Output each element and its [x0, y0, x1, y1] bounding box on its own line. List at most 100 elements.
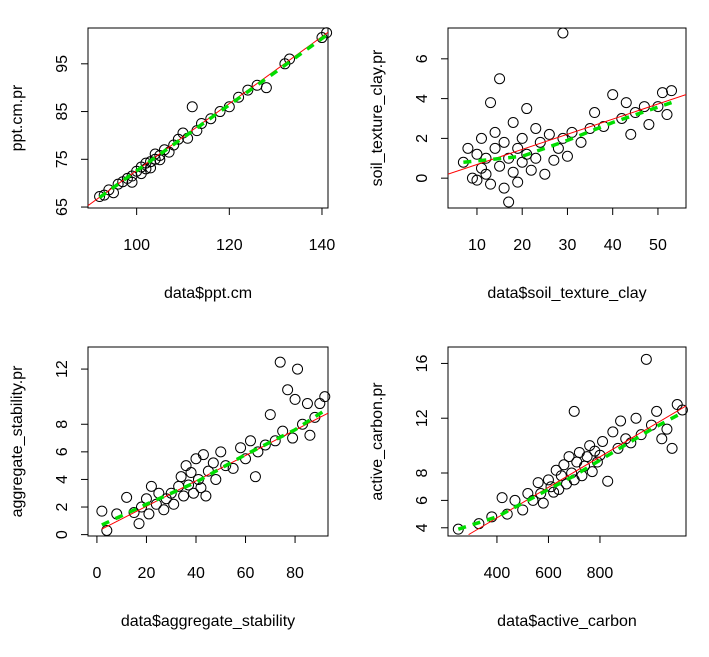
point: [133, 518, 145, 530]
x-tick-label: 0: [92, 565, 101, 582]
point: [475, 132, 487, 144]
x-tick-label: 30: [559, 237, 577, 254]
y-tick-label: 12: [54, 360, 71, 378]
point: [471, 148, 483, 160]
point: [507, 166, 519, 178]
point: [101, 524, 113, 536]
point: [543, 128, 555, 140]
x-tick-label: 120: [216, 237, 243, 254]
point: [215, 446, 227, 458]
point: [521, 103, 533, 115]
point: [289, 393, 301, 405]
point: [126, 176, 138, 188]
point: [607, 426, 619, 438]
fit-line: [448, 94, 686, 175]
y-tick-label: 4: [54, 475, 71, 484]
y-tick-label: 95: [54, 55, 71, 73]
point: [494, 73, 506, 85]
panel: 10 20 30 40 50 0 2 4 6 data$soil_texture_clay soil…: [369, 27, 687, 302]
point: [249, 471, 261, 483]
y-tick-label: 6: [54, 447, 71, 456]
point: [651, 405, 663, 417]
y-axis-label: aggregate_stability.pr: [9, 365, 26, 517]
point: [581, 451, 593, 463]
y-tick-label: 65: [54, 198, 71, 216]
point: [121, 491, 133, 503]
point: [625, 437, 637, 449]
point: [183, 479, 195, 491]
point: [233, 91, 245, 103]
x-tick-label: 20: [513, 237, 531, 254]
point: [573, 446, 585, 458]
point: [94, 191, 106, 203]
point: [214, 106, 226, 118]
point: [512, 142, 524, 154]
point: [537, 497, 549, 509]
point: [517, 504, 529, 516]
point: [532, 477, 544, 489]
point: [557, 27, 569, 39]
point: [471, 174, 483, 186]
panel: 400 600 800 4 6 8 12 16 data$active_carbon active…: [369, 346, 688, 630]
point: [542, 474, 554, 486]
x-tick-label: 800: [587, 565, 614, 582]
point: [207, 457, 219, 469]
point: [195, 482, 207, 494]
point: [661, 109, 673, 121]
panel: 0 20 40 60 80 0 2 4 6 8 12 data$aggregate_stability…: [9, 346, 331, 630]
x-tick-label: 140: [309, 237, 336, 254]
y-tick-label: 6: [414, 496, 431, 505]
point: [135, 501, 147, 513]
point: [507, 116, 519, 128]
point: [589, 107, 601, 119]
point: [615, 415, 627, 427]
point: [480, 152, 492, 164]
point: [128, 507, 140, 519]
point: [143, 508, 155, 520]
y-axis-label: active_carbon.pr: [369, 382, 386, 501]
point: [666, 442, 678, 454]
point: [190, 453, 202, 465]
point: [486, 511, 498, 523]
smooth-line: [463, 100, 673, 164]
point: [620, 97, 632, 109]
x-tick-label: 10: [468, 237, 486, 254]
point: [489, 142, 501, 154]
point: [485, 178, 497, 190]
panel: 100 120 140 65 75 85 95 data$ppt.cm ppt.cm.pr: [9, 27, 336, 302]
point: [512, 176, 524, 188]
y-tick-label: 85: [54, 103, 71, 121]
point: [496, 492, 508, 504]
point: [635, 429, 647, 441]
x-axis-label: data$ppt.cm: [164, 285, 252, 302]
point: [304, 429, 316, 441]
point: [560, 478, 572, 490]
point: [200, 490, 212, 502]
x-axis-label: data$active_carbon: [497, 613, 637, 630]
x-tick-label: 40: [187, 565, 205, 582]
point: [168, 498, 180, 510]
point: [676, 404, 688, 416]
y-tick-label: 2: [54, 502, 71, 511]
point: [652, 101, 664, 113]
x-tick-label: 50: [649, 237, 667, 254]
point: [220, 460, 232, 472]
x-axis-label: data$aggregate_stability: [121, 613, 295, 630]
y-tick-label: 8: [414, 468, 431, 477]
point: [178, 490, 190, 502]
point: [525, 164, 537, 176]
point: [292, 363, 304, 375]
y-tick-label: 6: [414, 54, 431, 63]
point: [597, 436, 609, 447]
point: [264, 409, 276, 421]
point: [140, 493, 152, 505]
point: [671, 399, 683, 411]
y-tick-label: 2: [414, 134, 431, 143]
point: [558, 459, 570, 471]
point: [534, 136, 546, 148]
point: [259, 439, 271, 451]
point: [548, 486, 560, 498]
point: [485, 97, 497, 109]
point: [539, 168, 551, 180]
